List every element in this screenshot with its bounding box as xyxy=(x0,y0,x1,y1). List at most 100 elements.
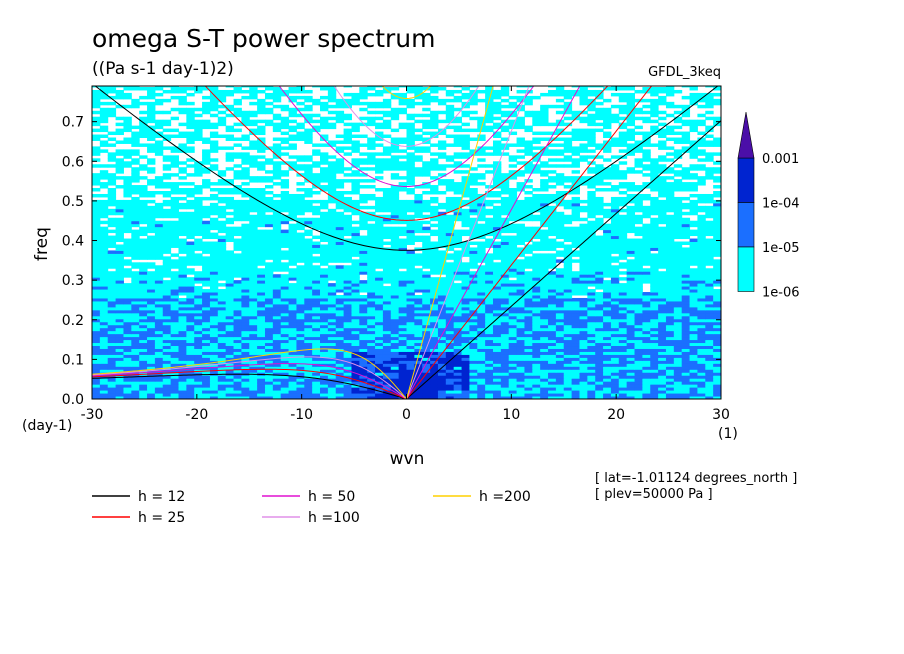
power-cell xyxy=(579,226,588,231)
power-cell xyxy=(296,360,305,364)
power-cell xyxy=(461,241,470,245)
power-cell xyxy=(194,366,203,370)
power-cell xyxy=(320,339,329,344)
power-cell xyxy=(178,297,187,302)
power-cell xyxy=(689,339,698,344)
power-cell xyxy=(382,241,392,245)
power-cell xyxy=(99,327,109,332)
power-cell xyxy=(516,303,525,308)
power-cell xyxy=(398,265,407,269)
power-cell xyxy=(626,321,636,326)
power-cell xyxy=(469,351,478,355)
power-cell xyxy=(532,306,541,311)
power-cell xyxy=(658,369,667,373)
power-cell xyxy=(398,229,407,234)
power-cell xyxy=(264,354,274,358)
power-cell xyxy=(241,375,250,379)
power-cell xyxy=(390,250,400,254)
power-cell xyxy=(304,303,313,308)
power-cell xyxy=(202,318,211,323)
power-cell xyxy=(398,220,407,225)
power-cell xyxy=(650,220,659,225)
power-cell xyxy=(343,315,352,320)
power-cell xyxy=(154,226,164,231)
power-cell xyxy=(603,295,612,299)
power-cell xyxy=(288,295,297,299)
power-cell xyxy=(697,300,706,305)
power-cell xyxy=(335,256,345,260)
power-cell xyxy=(233,300,242,305)
power-cell xyxy=(217,339,227,344)
power-cell xyxy=(327,375,337,379)
power-cell xyxy=(406,333,415,338)
power-cell xyxy=(634,274,643,278)
power-cell xyxy=(650,339,659,344)
power-cell xyxy=(713,274,721,278)
power-cell xyxy=(548,205,557,210)
power-cell xyxy=(320,217,329,222)
power-cell xyxy=(642,318,651,323)
power-cell xyxy=(634,327,643,332)
power-cell xyxy=(170,366,179,370)
power-cell xyxy=(516,235,525,240)
power-cell xyxy=(272,306,282,311)
power-cell xyxy=(634,351,643,355)
power-cell xyxy=(673,336,683,341)
power-cell xyxy=(713,202,721,207)
power-cell xyxy=(92,321,101,326)
power-cell xyxy=(697,324,706,329)
power-cell xyxy=(359,271,368,275)
power-cell xyxy=(705,238,714,243)
power-cell xyxy=(453,327,463,332)
power-cell xyxy=(461,396,470,399)
power-cell xyxy=(320,297,329,302)
power-cell xyxy=(107,336,117,341)
power-cell xyxy=(139,378,148,382)
power-cell xyxy=(178,271,187,275)
power-cell xyxy=(217,369,227,373)
power-cell xyxy=(516,292,525,296)
power-cell xyxy=(162,339,172,344)
power-cell xyxy=(508,324,518,329)
power-cell xyxy=(658,256,667,260)
power-cell xyxy=(123,360,132,364)
power-cell xyxy=(320,384,329,388)
power-cell xyxy=(209,256,219,260)
power-cell xyxy=(540,384,549,388)
power-cell xyxy=(548,262,557,266)
power-cell xyxy=(280,378,290,382)
power-cell xyxy=(618,226,628,231)
power-cell xyxy=(257,345,266,349)
power-cell xyxy=(107,309,117,314)
power-cell xyxy=(170,318,179,323)
power-cell xyxy=(461,214,470,219)
power-cell xyxy=(430,303,439,308)
power-cell xyxy=(147,226,156,231)
power-cell xyxy=(500,375,510,379)
power-cell xyxy=(524,217,533,222)
power-cell xyxy=(225,324,235,329)
power-cell xyxy=(107,393,117,397)
power-cell xyxy=(681,250,691,254)
power-cell xyxy=(610,250,620,254)
power-cell xyxy=(713,259,721,263)
power-cell xyxy=(327,357,337,361)
power-cell xyxy=(713,205,721,210)
power-cell xyxy=(414,202,423,207)
power-cell xyxy=(540,324,549,329)
power-cell xyxy=(367,351,376,355)
power-cell xyxy=(233,354,242,358)
power-cell xyxy=(579,223,588,228)
power-cell xyxy=(194,333,203,338)
power-cell xyxy=(335,283,345,287)
power-cell xyxy=(587,229,596,234)
power-cell xyxy=(178,277,187,281)
power-cell xyxy=(650,396,659,399)
power-cell xyxy=(209,357,219,361)
power-cell xyxy=(257,384,266,388)
power-cell xyxy=(123,274,132,278)
power-cell xyxy=(304,390,313,394)
power-cell xyxy=(485,229,494,234)
power-cell xyxy=(626,357,636,361)
power-cell xyxy=(642,277,651,281)
